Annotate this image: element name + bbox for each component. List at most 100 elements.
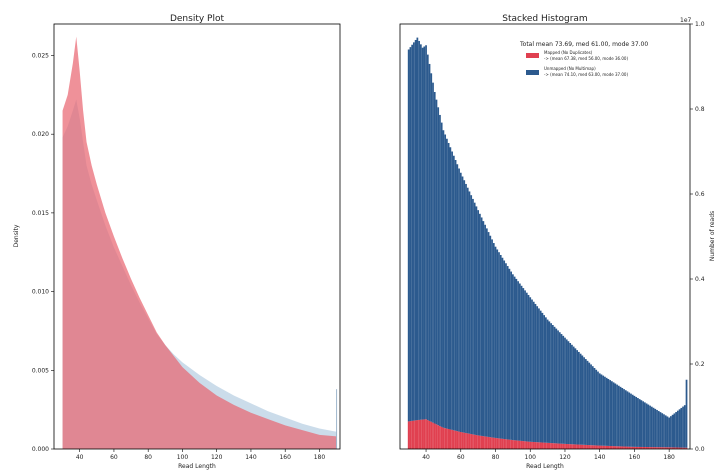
histogram-bar-unmapped: [485, 228, 488, 437]
histogram-bar-unmapped: [477, 210, 480, 436]
histogram-bar-mapped: [444, 428, 447, 449]
histogram-bar-unmapped: [623, 389, 625, 447]
histogram-bar-mapped: [643, 447, 646, 449]
histogram-bar-unmapped: [499, 254, 502, 439]
histogram-bar-unmapped: [683, 405, 686, 448]
histogram-bar-mapped: [567, 444, 570, 449]
histogram-bar-mapped: [640, 446, 643, 449]
histogram-bar-unmapped: [628, 392, 631, 447]
histogram-bar-mapped: [637, 446, 639, 449]
histogram-bar-unmapped: [590, 364, 592, 446]
x-tick-label: 60: [457, 454, 465, 461]
x-tick-label: 60: [110, 454, 118, 461]
density-x-ticks: 40 60 80 100 120 140 160 180: [76, 449, 325, 461]
histogram-bar-unmapped: [531, 299, 533, 442]
histogram-bar-unmapped: [508, 268, 511, 440]
histogram-bar-unmapped: [617, 385, 620, 447]
histogram-y-scale-label: 1e7: [680, 17, 692, 24]
histogram-bar-mapped: [668, 447, 671, 449]
histogram-bar-unmapped: [510, 271, 513, 440]
histogram-bar-unmapped: [666, 416, 669, 448]
histogram-bar-mapped: [485, 436, 488, 449]
histogram-bar-unmapped: [496, 249, 499, 439]
histogram-bar-unmapped: [574, 348, 577, 445]
density-plot-frame: [53, 23, 341, 450]
histogram-bar-mapped: [449, 429, 452, 449]
histogram-bar-unmapped: [411, 44, 414, 421]
histogram-bar-mapped: [685, 447, 688, 449]
histogram-bar-mapped: [513, 440, 516, 449]
histogram-bar-unmapped: [466, 187, 469, 434]
histogram-bar-unmapped: [437, 107, 440, 426]
histogram-bar-unmapped: [652, 407, 655, 448]
density-area-series-0: [62, 36, 337, 450]
histogram-bar-unmapped: [616, 384, 618, 447]
histogram-bar-unmapped: [553, 326, 556, 444]
histogram-bar-mapped: [491, 437, 493, 449]
histogram-frame: [399, 23, 691, 450]
histogram-bar-mapped: [489, 437, 492, 449]
histogram-bar-mapped: [624, 446, 627, 449]
histogram-bar-mapped: [539, 442, 542, 449]
histogram-bar-mapped: [581, 444, 584, 449]
histogram-bar-mapped: [418, 419, 420, 449]
histogram-bar-mapped: [515, 440, 518, 449]
histogram-bar-unmapped: [600, 374, 603, 446]
histogram-bar-unmapped: [536, 306, 539, 443]
histogram-bar-unmapped: [654, 408, 657, 448]
histogram-bar-mapped: [666, 447, 669, 449]
histogram-bar-unmapped: [419, 44, 422, 420]
histogram-bar-unmapped: [555, 328, 558, 444]
histogram-bar-unmapped: [588, 362, 591, 446]
y-tick-label: 0.010: [32, 289, 49, 296]
histogram-bar-unmapped: [676, 410, 679, 448]
histogram-bar-mapped: [435, 424, 438, 449]
histogram-bar-unmapped: [583, 357, 585, 445]
histogram-bar-mapped: [602, 445, 605, 449]
histogram-bar-unmapped: [472, 198, 474, 435]
histogram-bar-mapped: [548, 442, 551, 449]
histogram-bar-unmapped: [421, 47, 424, 420]
histogram-bar-mapped: [426, 420, 429, 449]
histogram-bar-unmapped: [571, 344, 573, 445]
histogram-bar-mapped: [534, 442, 537, 449]
histogram-bar-unmapped: [569, 343, 572, 445]
histogram-bar-mapped: [551, 443, 554, 449]
histogram-bar-unmapped: [439, 114, 441, 427]
histogram-bar-unmapped: [484, 224, 486, 437]
histogram-bar-mapped: [432, 422, 434, 449]
histogram-bar-mapped: [423, 419, 426, 449]
histogram-bar-mapped: [682, 447, 684, 449]
histogram-bar-mapped: [595, 445, 598, 449]
histogram-bar-mapped: [605, 445, 608, 449]
y-tick-label: 0.005: [32, 367, 49, 374]
histogram-bar-mapped: [414, 420, 417, 449]
histogram-bar-unmapped: [685, 379, 688, 448]
histogram-bar-unmapped: [551, 325, 554, 444]
histogram-bar-mapped: [487, 436, 490, 449]
histogram-bar-unmapped: [607, 378, 610, 446]
histogram-bar-mapped: [659, 447, 662, 449]
histogram-bar-mapped: [518, 440, 521, 449]
histogram-bar-mapped: [525, 441, 528, 449]
histogram-bar-mapped: [472, 434, 474, 449]
histogram-bar-mapped: [562, 443, 565, 449]
histogram-bar-mapped: [494, 437, 497, 449]
histogram-bar-mapped: [654, 447, 657, 449]
histogram-bar-mapped: [428, 420, 431, 449]
histogram-bar-mapped: [496, 438, 499, 449]
histogram-bar-mapped: [614, 446, 617, 449]
histogram-bar-unmapped: [638, 399, 641, 447]
histogram-bar-unmapped: [661, 413, 664, 448]
histogram-bar-unmapped: [635, 396, 638, 447]
histogram-bar-unmapped: [517, 281, 519, 441]
histogram-bar-mapped: [538, 442, 540, 449]
histogram-bar-unmapped: [560, 334, 563, 444]
histogram-bar-mapped: [407, 421, 410, 450]
histogram-bar-mapped: [612, 446, 615, 449]
histogram-bar-mapped: [574, 444, 577, 449]
histogram-bar-mapped: [593, 445, 596, 449]
histogram-bar-mapped: [650, 447, 653, 449]
histogram-bar-unmapped: [461, 176, 464, 433]
